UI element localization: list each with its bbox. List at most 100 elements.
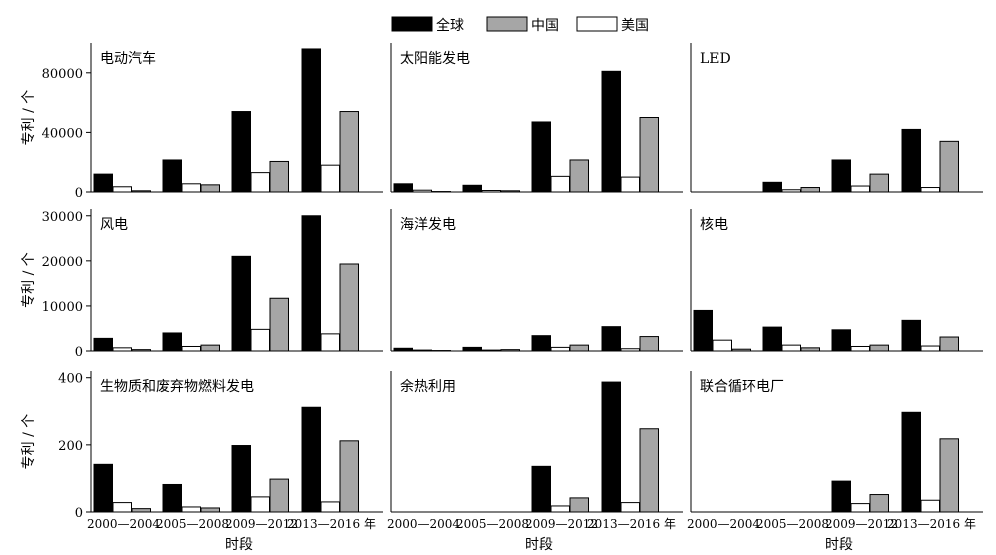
bar-中国-1 bbox=[131, 349, 151, 352]
bar-全球-3 bbox=[531, 121, 551, 193]
bar-全球-4 bbox=[301, 215, 321, 352]
bar-美国-4 bbox=[620, 176, 640, 193]
x-tick-label: 2013—2016 年 bbox=[287, 517, 376, 531]
bar-美国-3 bbox=[550, 175, 570, 193]
panel-title: LED bbox=[700, 51, 731, 67]
bar-中国-3 bbox=[869, 494, 889, 513]
bar-中国-3 bbox=[869, 173, 889, 193]
panel-2: 太阳能发电 bbox=[390, 43, 683, 193]
bar-全球-3 bbox=[831, 159, 851, 193]
bar-中国-1 bbox=[131, 508, 151, 513]
x-tick-label: 2000—2004 bbox=[387, 517, 460, 531]
panel-8: 余热利用 2000—20042005—20082009—20122013—2016… bbox=[387, 371, 683, 553]
bar-中国-4 bbox=[639, 336, 659, 352]
bar-中国-2 bbox=[500, 349, 520, 352]
bar-美国-1 bbox=[112, 347, 132, 352]
legend-label-3: 美国 bbox=[621, 18, 649, 34]
bar-全球-3 bbox=[231, 255, 251, 352]
bar-全球-1 bbox=[93, 337, 113, 352]
bar-全球-3 bbox=[531, 465, 551, 513]
x-tick-label: 2000—2004 bbox=[87, 517, 160, 531]
bar-美国-3 bbox=[550, 505, 570, 513]
bar-中国-3 bbox=[869, 344, 889, 352]
bar-中国-3 bbox=[569, 344, 589, 352]
bar-美国-3 bbox=[250, 328, 270, 352]
panel-title: 余热利用 bbox=[400, 378, 456, 395]
panel-title: 风电 bbox=[100, 217, 128, 233]
bar-中国-4 bbox=[939, 140, 959, 193]
bar-全球-3 bbox=[231, 111, 251, 193]
bar-美国-3 bbox=[250, 496, 270, 513]
bar-全球-1 bbox=[393, 183, 413, 193]
bar-美国-4 bbox=[320, 333, 340, 352]
bar-全球-2 bbox=[462, 346, 482, 352]
bar-美国-4 bbox=[620, 502, 640, 513]
bar-全球-4 bbox=[301, 406, 321, 513]
bar-中国-1 bbox=[131, 190, 151, 193]
bar-美国-2 bbox=[781, 189, 801, 193]
bar-美国-3 bbox=[850, 185, 870, 193]
panel-5: 海洋发电 bbox=[390, 209, 683, 352]
bar-中国-2 bbox=[800, 347, 820, 352]
bar-中国-3 bbox=[269, 160, 289, 193]
bar-全球-3 bbox=[231, 445, 251, 513]
bar-全球-4 bbox=[601, 381, 621, 513]
bar-中国-3 bbox=[569, 159, 589, 193]
bar-美国-1 bbox=[412, 349, 432, 352]
bar-中国-1 bbox=[731, 348, 751, 352]
bar-美国-4 bbox=[920, 499, 940, 513]
x-axis-label: 时段 bbox=[225, 537, 253, 553]
bar-全球-1 bbox=[93, 463, 113, 513]
bar-美国-4 bbox=[320, 164, 340, 193]
bar-中国-2 bbox=[800, 187, 820, 193]
bar-中国-2 bbox=[200, 344, 220, 352]
bar-美国-4 bbox=[320, 501, 340, 513]
bar-全球-2 bbox=[162, 159, 182, 193]
bar-全球-3 bbox=[831, 480, 851, 513]
bar-全球-2 bbox=[762, 326, 782, 352]
bar-美国-3 bbox=[250, 172, 270, 193]
bar-全球-1 bbox=[93, 173, 113, 193]
bar-全球-4 bbox=[901, 411, 921, 513]
y-tick-label: 40000 bbox=[42, 126, 83, 141]
bar-全球-1 bbox=[393, 347, 413, 352]
y-tick-label: 80000 bbox=[42, 67, 83, 82]
bar-美国-2 bbox=[181, 183, 201, 193]
panel-3: LED bbox=[690, 43, 983, 193]
y-tick-label: 200 bbox=[58, 439, 83, 454]
panel-4: 风电 0 10000 20000 30000 专利 / 个 bbox=[21, 209, 383, 360]
bar-全球-2 bbox=[462, 184, 482, 193]
bar-美国-4 bbox=[620, 348, 640, 352]
bar-中国-3 bbox=[269, 297, 289, 352]
bar-美国-3 bbox=[550, 346, 570, 352]
legend-swatch-3 bbox=[576, 16, 618, 32]
bar-中国-2 bbox=[500, 190, 520, 193]
x-tick-label: 2009—2012 bbox=[825, 517, 898, 531]
bar-中国-2 bbox=[200, 184, 220, 193]
x-axis-label: 时段 bbox=[525, 537, 553, 553]
bar-美国-4 bbox=[920, 187, 940, 193]
y-tick-label: 0 bbox=[75, 506, 83, 521]
bar-美国-1 bbox=[712, 339, 732, 352]
legend-swatch-2 bbox=[486, 16, 528, 32]
panel-title: 生物质和废弃物燃料发电 bbox=[100, 378, 254, 395]
bar-美国-4 bbox=[920, 345, 940, 352]
bar-美国-2 bbox=[781, 344, 801, 352]
panel-title: 太阳能发电 bbox=[400, 51, 470, 67]
x-tick-label: 2005—2008 bbox=[156, 517, 229, 531]
panel-7: 生物质和废弃物燃料发电 0 200 400 专利 / 个 2000—20042005—20… bbox=[21, 371, 383, 553]
x-tick-label: 2005—2008 bbox=[756, 517, 829, 531]
bar-中国-4 bbox=[639, 117, 659, 193]
bar-中国-4 bbox=[339, 440, 359, 513]
x-tick-label: 2013—2016 年 bbox=[887, 517, 976, 531]
x-tick-label: 2009—2012 bbox=[225, 517, 298, 531]
y-tick-label: 10000 bbox=[42, 300, 83, 315]
panel-title: 电动汽车 bbox=[100, 50, 156, 67]
panel-title: 联合循环电厂 bbox=[700, 379, 784, 395]
y-tick-label: 400 bbox=[58, 372, 83, 387]
bar-美国-3 bbox=[850, 503, 870, 513]
bar-美国-2 bbox=[181, 506, 201, 513]
bar-美国-1 bbox=[112, 502, 132, 513]
bar-美国-1 bbox=[412, 189, 432, 193]
